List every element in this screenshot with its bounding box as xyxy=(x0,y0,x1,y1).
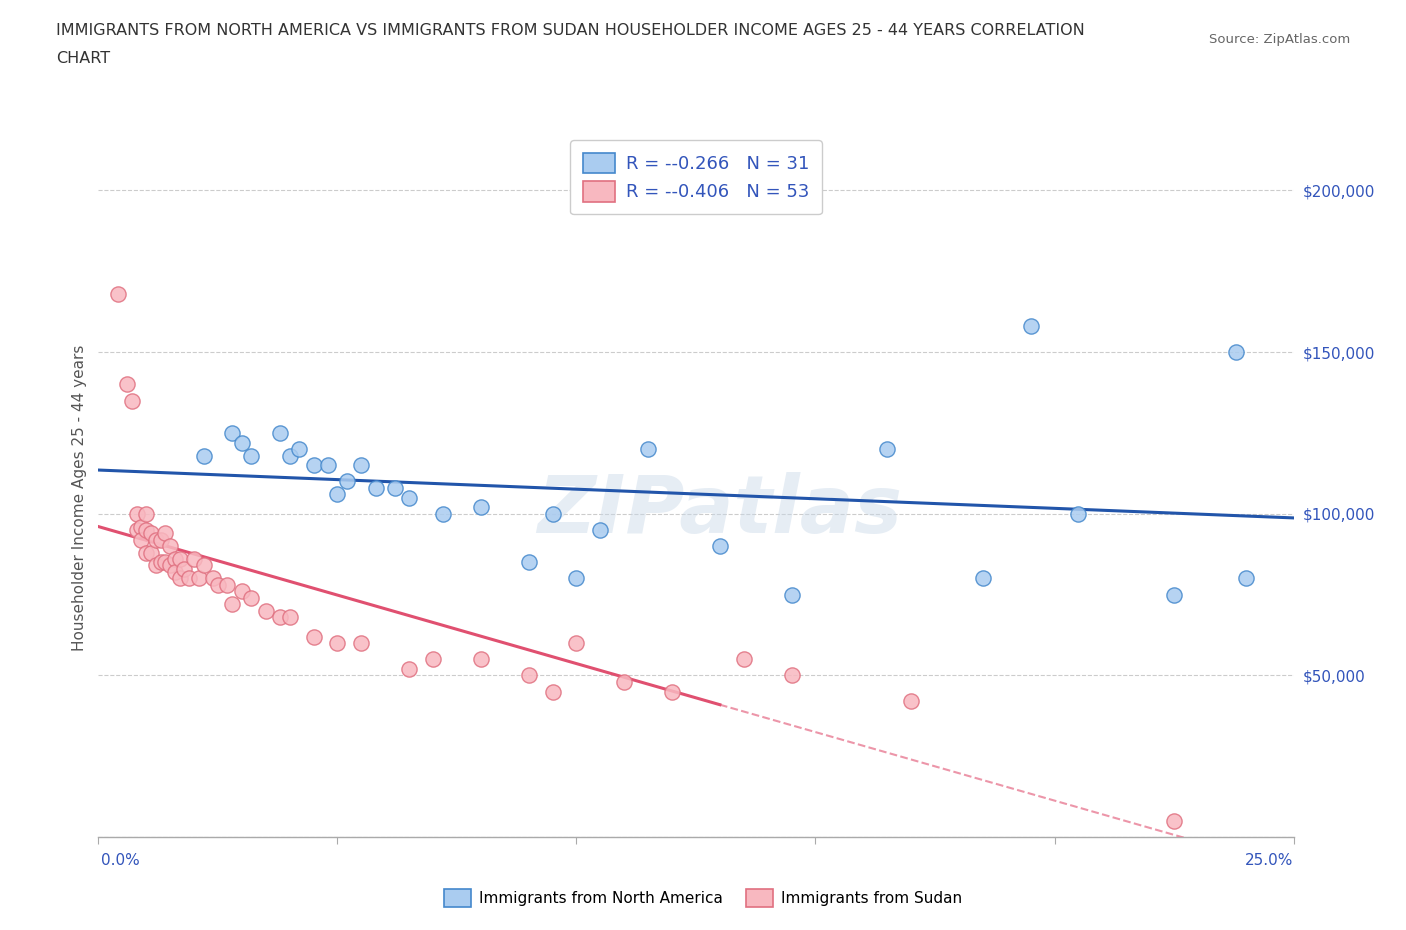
Point xyxy=(135,545,157,560)
Point xyxy=(972,571,994,586)
Point xyxy=(240,591,263,605)
Point xyxy=(350,635,373,650)
Point xyxy=(541,684,564,699)
Point xyxy=(169,571,191,586)
Point xyxy=(139,545,162,560)
Point xyxy=(169,551,191,566)
Point xyxy=(139,525,162,540)
Text: 0.0%: 0.0% xyxy=(101,853,141,868)
Point xyxy=(217,578,239,592)
Point xyxy=(565,635,588,650)
Point xyxy=(193,558,215,573)
Point xyxy=(135,523,157,538)
Point xyxy=(163,551,186,566)
Point xyxy=(326,635,349,650)
Point xyxy=(302,629,325,644)
Point xyxy=(221,597,243,612)
Text: CHART: CHART xyxy=(56,51,110,66)
Point xyxy=(364,481,387,496)
Point xyxy=(115,377,138,392)
Point xyxy=(159,538,181,553)
Point xyxy=(517,668,540,683)
Point xyxy=(145,532,167,547)
Point xyxy=(876,442,898,457)
Point xyxy=(1234,571,1257,586)
Point xyxy=(637,442,659,457)
Point xyxy=(288,442,311,457)
Point xyxy=(302,458,325,472)
Point xyxy=(231,584,253,599)
Y-axis label: Householder Income Ages 25 - 44 years: Householder Income Ages 25 - 44 years xyxy=(72,344,87,651)
Point xyxy=(155,525,177,540)
Point xyxy=(131,532,153,547)
Point xyxy=(350,458,373,472)
Point xyxy=(900,694,922,709)
Point xyxy=(159,558,181,573)
Point xyxy=(1163,814,1185,829)
Text: IMMIGRANTS FROM NORTH AMERICA VS IMMIGRANTS FROM SUDAN HOUSEHOLDER INCOME AGES 2: IMMIGRANTS FROM NORTH AMERICA VS IMMIGRA… xyxy=(56,23,1085,38)
Point xyxy=(121,393,143,408)
Point xyxy=(187,571,209,586)
Point xyxy=(613,674,636,689)
Point xyxy=(1019,319,1042,334)
Legend: R = --0.266   N = 31, R = --0.406   N = 53: R = --0.266 N = 31, R = --0.406 N = 53 xyxy=(569,140,823,214)
Point xyxy=(145,558,167,573)
Point xyxy=(207,578,229,592)
Point xyxy=(131,519,153,534)
Point xyxy=(254,604,277,618)
Point xyxy=(541,506,564,521)
Point xyxy=(733,652,755,667)
Point xyxy=(149,532,172,547)
Point xyxy=(422,652,444,667)
Point xyxy=(183,551,205,566)
Point xyxy=(240,448,263,463)
Point xyxy=(470,499,492,514)
Point xyxy=(470,652,492,667)
Point xyxy=(231,435,253,450)
Point xyxy=(269,610,291,625)
Point xyxy=(384,481,406,496)
Point xyxy=(780,668,803,683)
Point xyxy=(173,561,195,576)
Point xyxy=(269,425,291,440)
Point xyxy=(125,506,148,521)
Point xyxy=(517,555,540,570)
Point xyxy=(278,610,301,625)
Point xyxy=(125,523,148,538)
Point xyxy=(1225,345,1247,360)
Point xyxy=(398,490,420,505)
Point xyxy=(398,661,420,676)
Point xyxy=(155,555,177,570)
Point xyxy=(163,565,186,579)
Point xyxy=(107,286,129,301)
Point xyxy=(565,571,588,586)
Point xyxy=(432,506,454,521)
Point xyxy=(202,571,225,586)
Point xyxy=(278,448,301,463)
Text: Source: ZipAtlas.com: Source: ZipAtlas.com xyxy=(1209,33,1350,46)
Point xyxy=(326,487,349,502)
Legend: Immigrants from North America, Immigrants from Sudan: Immigrants from North America, Immigrant… xyxy=(437,884,969,913)
Point xyxy=(149,555,172,570)
Point xyxy=(780,587,803,602)
Point xyxy=(1163,587,1185,602)
Point xyxy=(1067,506,1090,521)
Point xyxy=(709,538,731,553)
Point xyxy=(589,523,612,538)
Point xyxy=(221,425,243,440)
Point xyxy=(661,684,683,699)
Point xyxy=(179,571,201,586)
Point xyxy=(316,458,339,472)
Text: 25.0%: 25.0% xyxy=(1246,853,1294,868)
Text: ZIPatlas: ZIPatlas xyxy=(537,472,903,551)
Point xyxy=(336,474,359,489)
Point xyxy=(135,506,157,521)
Point xyxy=(193,448,215,463)
